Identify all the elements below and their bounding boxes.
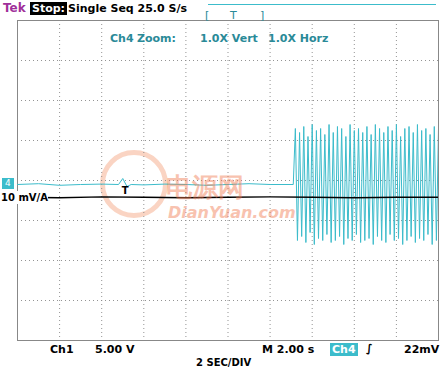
html-text:电源网: 电源网 (166, 172, 244, 202)
html-text:10 mV/A: 10 mV/A (1, 192, 48, 203)
html-text:2 SEC/DIV: 2 SEC/DIV (196, 357, 252, 368)
svg-text:T: T (122, 185, 129, 196)
html-text:Ch1: Ch1 (50, 343, 74, 356)
html-text:DianYuan.com: DianYuan.com (168, 203, 296, 222)
html-text:4: 4 (5, 178, 11, 188)
html-text:5.00 V: 5.00 V (95, 343, 135, 356)
html-text:Tek: Tek (3, 1, 26, 15)
html-text:M 2.00 s: M 2.00 s (262, 343, 315, 356)
html-text:1.0X Horz: 1.0X Horz (268, 32, 329, 45)
html-text:22mV: 22mV (404, 343, 440, 356)
html-text:Ch4 Zoom:: Ch4 Zoom: (110, 32, 176, 45)
html-text:Stop: Single Seq 25.0 S/s: Stop: Single Seq 25.0 S/s (32, 2, 187, 15)
html-text:1.0X Vert: 1.0X Vert (200, 32, 258, 45)
html-text:T: T (230, 9, 237, 22)
html-text:Ch4: Ch4 (332, 343, 356, 356)
